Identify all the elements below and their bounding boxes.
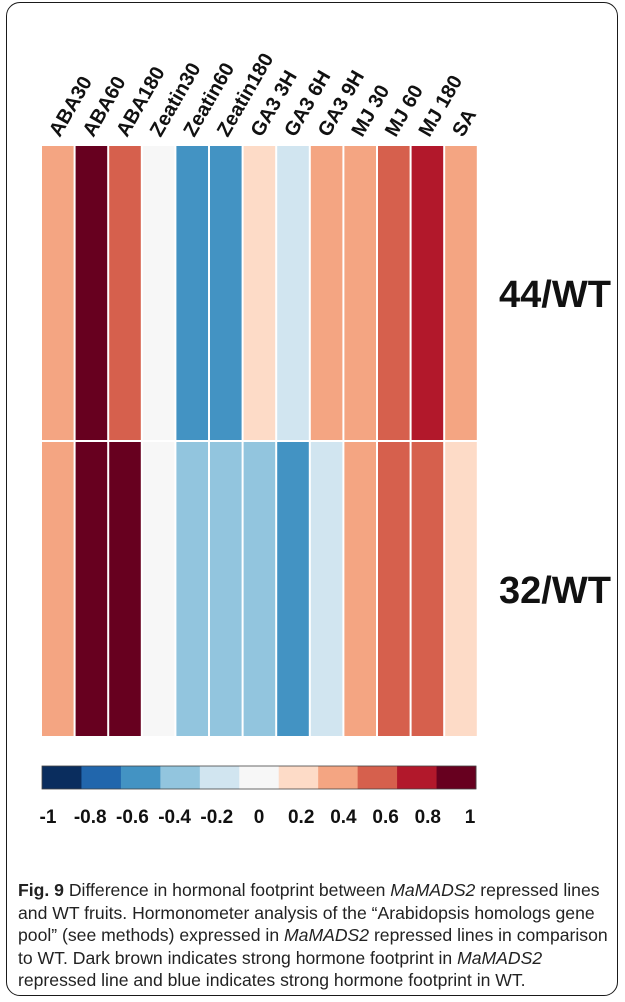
caption-gene-name-2: MaMADS2 <box>284 925 370 945</box>
heatmap-cell-44-wt-zeatin180 <box>210 146 242 440</box>
colorbar-segment <box>397 766 437 789</box>
colorbar-segment <box>160 766 201 789</box>
heatmap-cell-44-wt-ga3-9h <box>310 146 343 440</box>
heatmap-cell-32-wt-sa <box>445 442 477 736</box>
heatmap-cell-32-wt-aba30 <box>42 442 74 736</box>
heatmap-cell-44-wt-aba60 <box>75 146 108 440</box>
column-label-sa: SA <box>448 105 481 140</box>
colorbar-tick-labels: -1 -0.8 -0.6 -0.4 -0.2 0 0.2 0.4 0.6 0.8 1 <box>40 807 476 828</box>
colorbar-segment <box>357 766 398 789</box>
colorbar-segment <box>120 766 161 789</box>
colorbar-segment <box>239 766 280 789</box>
row-label-44-wt: 44/WT <box>499 274 611 316</box>
caption-gene-name-3: MaMADS2 <box>457 947 543 968</box>
heatmap-cell-44-wt-mj-180 <box>411 146 444 440</box>
heatmap-cell-44-wt-ga3-3h <box>243 146 276 440</box>
colorbar-tick-label: 0.4 <box>330 807 357 828</box>
heatmap-cell-44-wt-aba30 <box>42 146 74 440</box>
heatmap-cell-32-wt-aba60 <box>75 442 108 736</box>
colorbar-tick-label: 0.6 <box>372 807 398 828</box>
heatmap-cell-32-wt-mj-30 <box>344 442 376 736</box>
colorbar-tick-label: 1 <box>465 807 476 828</box>
heatmap-chart: ABA30ABA60ABA180Zeatin30Zeatin60Zeatin18… <box>40 50 611 828</box>
heatmap-cell-32-wt-ga3-3h <box>243 442 276 736</box>
colorbar-tick-label: 0.2 <box>288 807 314 828</box>
heatmap-cells <box>42 146 477 736</box>
colorbar-tick-label: -0.2 <box>200 807 233 828</box>
column-labels: ABA30ABA60ABA180Zeatin30Zeatin60Zeatin18… <box>45 50 481 141</box>
colorbar-tick-label: -0.6 <box>116 807 149 828</box>
colorbar-tick-label: 0.8 <box>415 807 441 828</box>
colorbar-segment <box>81 766 122 789</box>
colorbar-segment <box>318 766 359 789</box>
heatmap-cell-44-wt-mj-30 <box>344 146 376 440</box>
heatmap-cell-44-wt-zeatin60 <box>176 146 208 440</box>
caption-text-4: repressed line and blue indicates strong… <box>18 970 526 990</box>
caption-text-3: repressed lines in comparison to WT. Dar… <box>18 925 608 968</box>
figure-caption: Fig. 9 Difference in hormonal footprint … <box>18 879 614 992</box>
colorbar-segment <box>278 766 319 789</box>
heatmap-cell-32-wt-ga3-6h <box>277 442 309 736</box>
colorbar-segment <box>436 766 477 789</box>
heatmap-cell-44-wt-ga3-6h <box>277 146 309 440</box>
row-label-32-wt: 32/WT <box>499 570 611 612</box>
colorbar-segment <box>199 766 240 789</box>
caption-text-1: Difference in hormonal footprint between <box>63 880 391 900</box>
figure-number: Fig. 9 <box>18 880 64 900</box>
colorbar-tick-label: 0 <box>254 807 265 828</box>
heatmap-cell-32-wt-mj-180 <box>411 442 444 736</box>
figure-frame <box>6 2 618 996</box>
colorbar <box>41 765 477 790</box>
heatmap-cell-32-wt-aba180 <box>109 442 141 736</box>
heatmap-cell-44-wt-sa <box>445 146 477 440</box>
row-labels: 44/WT 32/WT <box>499 274 611 612</box>
caption-text-2: repressed lines and WT fruits. Hormonome… <box>18 880 600 945</box>
heatmap-cell-32-wt-ga3-9h <box>310 442 343 736</box>
colorbar-outline <box>41 765 477 790</box>
caption-gene-name-1: MaMADS2 <box>390 880 476 900</box>
colorbar-tick-label: -0.8 <box>74 807 107 828</box>
heatmap-cell-32-wt-zeatin30 <box>142 442 175 736</box>
colorbar-tick-label: -1 <box>40 807 57 828</box>
heatmap-cell-32-wt-zeatin180 <box>210 442 242 736</box>
heatmap-cell-32-wt-zeatin60 <box>176 442 208 736</box>
heatmap-cell-44-wt-mj-60 <box>378 146 410 440</box>
colorbar-segment <box>42 766 82 789</box>
heatmap-cell-44-wt-aba180 <box>109 146 141 440</box>
colorbar-tick-label: -0.4 <box>158 807 191 828</box>
heatmap-cell-32-wt-mj-60 <box>378 442 410 736</box>
heatmap-cell-44-wt-zeatin30 <box>142 146 175 440</box>
